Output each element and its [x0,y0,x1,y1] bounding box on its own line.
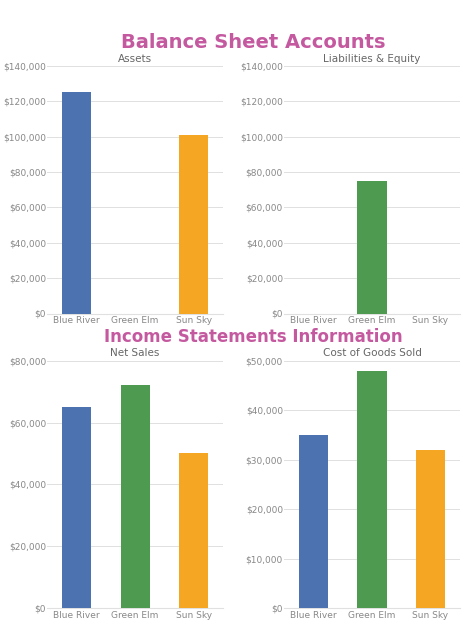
Text: Balance Sheet Accounts: Balance Sheet Accounts [121,33,386,52]
Title: Assets: Assets [118,54,152,64]
Bar [357,181,387,314]
Text: Income Statements Information: Income Statements Information [104,328,403,346]
Bar [62,93,91,314]
Bar [416,450,445,608]
Title: Net Sales: Net Sales [110,349,160,359]
Bar [120,386,150,608]
Bar [179,135,208,314]
Bar [357,371,387,608]
Bar [299,435,328,608]
Bar [62,407,91,608]
Title: Cost of Goods Sold: Cost of Goods Sold [323,349,421,359]
Title: Liabilities & Equity: Liabilities & Equity [323,54,421,64]
Bar [179,453,208,608]
